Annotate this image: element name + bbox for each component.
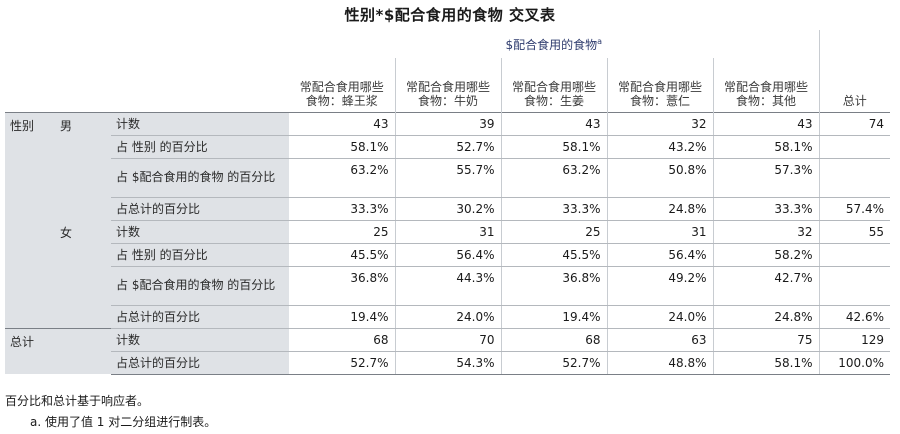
cell: 42.7% bbox=[713, 266, 820, 306]
cell: 19.4% bbox=[289, 305, 396, 329]
table-row: 占 性别 的百分比 45.5% 56.4% 45.5% 56.4% 58.2% bbox=[5, 243, 890, 267]
cell: 55.7% bbox=[395, 158, 502, 198]
cell: 42.6% bbox=[819, 305, 890, 329]
row-label: 占总计的百分比 bbox=[111, 351, 289, 375]
cell: 74 bbox=[819, 111, 890, 136]
cell: 32 bbox=[607, 111, 714, 136]
cell: 24.0% bbox=[395, 305, 502, 329]
table-row: 总计 计数 68 70 68 63 75 129 bbox=[5, 327, 890, 374]
table-row: 占 $配合食用的食物 的百分比 63.2% 55.7% 63.2% 50.8% … bbox=[5, 158, 890, 198]
cell: 36.8% bbox=[289, 266, 396, 306]
table-row: 占 $配合食用的食物 的百分比 36.8% 44.3% 36.8% 49.2% … bbox=[5, 266, 890, 306]
cell: 63.2% bbox=[289, 158, 396, 198]
cell: 30.2% bbox=[395, 197, 502, 221]
cell: 129 bbox=[819, 327, 890, 352]
row-label: 占 $配合食用的食物 的百分比 bbox=[111, 158, 289, 198]
table-row: 女 计数 25 31 25 31 32 55 bbox=[5, 220, 890, 328]
table-row: 性别 男 计数 43 39 43 32 43 74 bbox=[5, 111, 890, 328]
cell: 52.7% bbox=[289, 351, 396, 375]
cell: 58.1% bbox=[713, 135, 820, 159]
table-row: 占总计的百分比 52.7% 54.3% 52.7% 48.8% 58.1% 10… bbox=[5, 351, 890, 375]
cell: 56.4% bbox=[607, 243, 714, 267]
cell: 63.2% bbox=[501, 158, 608, 198]
col-header-coix: 常配合食用哪些食物：薏仁 bbox=[607, 58, 714, 112]
cell: 57.3% bbox=[713, 158, 820, 198]
cell: 24.8% bbox=[607, 197, 714, 221]
cell: 68 bbox=[501, 327, 608, 352]
col-header-milk: 常配合食用哪些食物：牛奶 bbox=[395, 58, 502, 112]
cell bbox=[819, 135, 890, 159]
cell: 33.3% bbox=[501, 197, 608, 221]
cell: 100.0% bbox=[819, 351, 890, 375]
col-header-other: 常配合食用哪些食物：其他 bbox=[713, 58, 820, 112]
cell: 33.3% bbox=[289, 197, 396, 221]
crosstab-table: $配合食用的食物a 总计 常配合食用哪些食物：蜂王浆 常配合食用哪些食物：牛奶 … bbox=[5, 30, 890, 375]
row-group-female: 女 bbox=[55, 220, 111, 328]
cell: 63 bbox=[607, 327, 714, 352]
table-title: 性别*$配合食用的食物 交叉表 bbox=[344, 6, 556, 24]
footnote-basis: 百分比和总计基于响应者。 bbox=[5, 394, 150, 408]
cell: 25 bbox=[501, 220, 608, 244]
cell: 43 bbox=[501, 111, 608, 136]
cell bbox=[819, 158, 890, 198]
row-group-male: 男 bbox=[55, 111, 111, 220]
cell: 70 bbox=[395, 327, 502, 352]
cell: 45.5% bbox=[501, 243, 608, 267]
cell: 58.2% bbox=[713, 243, 820, 267]
cell bbox=[819, 266, 890, 306]
cell: 68 bbox=[289, 327, 396, 352]
corner-cell bbox=[5, 30, 289, 112]
cell: 58.1% bbox=[713, 351, 820, 375]
cell: 48.8% bbox=[607, 351, 714, 375]
cell: 57.4% bbox=[819, 197, 890, 221]
cell: 44.3% bbox=[395, 266, 502, 306]
col-header-ginger: 常配合食用哪些食物：生姜 bbox=[501, 58, 608, 112]
cell: 43 bbox=[713, 111, 820, 136]
cell bbox=[819, 243, 890, 267]
row-group-total: 总计 bbox=[5, 327, 111, 374]
cell: 56.4% bbox=[395, 243, 502, 267]
cell: 58.1% bbox=[289, 135, 396, 159]
cell: 52.7% bbox=[501, 351, 608, 375]
row-label: 占 $配合食用的食物 的百分比 bbox=[111, 266, 289, 306]
cell: 45.5% bbox=[289, 243, 396, 267]
column-group-header: $配合食用的食物a bbox=[289, 30, 820, 58]
col-header-royal-jelly: 常配合食用哪些食物：蜂王浆 bbox=[289, 58, 396, 112]
row-label: 占 性别 的百分比 bbox=[111, 243, 289, 267]
footnote-a: a. 使用了值 1 对二分组进行制表。 bbox=[30, 415, 217, 429]
col-header-total: 总计 bbox=[819, 30, 890, 112]
cell: 54.3% bbox=[395, 351, 502, 375]
cell: 36.8% bbox=[501, 266, 608, 306]
cell: 49.2% bbox=[607, 266, 714, 306]
row-label: 占总计的百分比 bbox=[111, 305, 289, 329]
cell: 24.8% bbox=[713, 305, 820, 329]
row-label: 占总计的百分比 bbox=[111, 197, 289, 221]
cell: 19.4% bbox=[501, 305, 608, 329]
cell: 32 bbox=[713, 220, 820, 244]
row-label: 计数 bbox=[111, 327, 289, 352]
cell: 39 bbox=[395, 111, 502, 136]
cell: 58.1% bbox=[501, 135, 608, 159]
cell: 52.7% bbox=[395, 135, 502, 159]
table-row: 占总计的百分比 33.3% 30.2% 33.3% 24.8% 33.3% 57… bbox=[5, 197, 890, 221]
cell: 31 bbox=[607, 220, 714, 244]
table-row: 占总计的百分比 19.4% 24.0% 19.4% 24.0% 24.8% 42… bbox=[5, 305, 890, 329]
table-row: 占 性别 的百分比 58.1% 52.7% 58.1% 43.2% 58.1% bbox=[5, 135, 890, 159]
cell: 24.0% bbox=[607, 305, 714, 329]
cell: 55 bbox=[819, 220, 890, 244]
row-label: 占 性别 的百分比 bbox=[111, 135, 289, 159]
cell: 43 bbox=[289, 111, 396, 136]
cell: 31 bbox=[395, 220, 502, 244]
row-group-gender: 性别 bbox=[5, 111, 55, 328]
row-label: 计数 bbox=[111, 111, 289, 136]
cell: 43.2% bbox=[607, 135, 714, 159]
cell: 75 bbox=[713, 327, 820, 352]
cell: 33.3% bbox=[713, 197, 820, 221]
cell: 50.8% bbox=[607, 158, 714, 198]
row-label: 计数 bbox=[111, 220, 289, 244]
cell: 25 bbox=[289, 220, 396, 244]
